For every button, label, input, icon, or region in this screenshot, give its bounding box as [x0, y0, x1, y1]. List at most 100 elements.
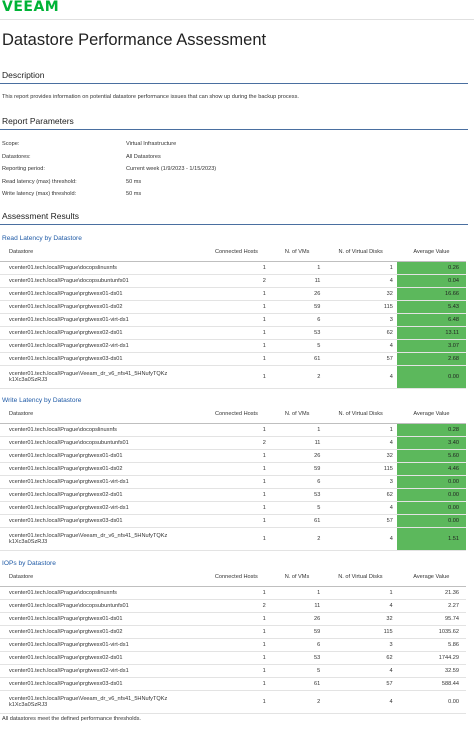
table-header-row: Datastore Connected Hosts N. of VMs N. of V…	[0, 568, 466, 587]
count-cell: 57	[324, 514, 397, 528]
count-cell: 2	[203, 436, 270, 450]
veeam-logo: VEEAM	[2, 0, 60, 15]
count-cell: 3	[324, 313, 397, 327]
datastore-cell: vcenter01.tech.local\Prague\prgtwesx02-d…	[0, 651, 203, 665]
count-cell: 1	[203, 287, 270, 301]
average-value-cell: 21.36	[396, 586, 466, 600]
table-row: vcenter01.tech.local\Prague\prgtwesx01-d…	[0, 287, 466, 301]
count-cell: 1	[202, 625, 270, 639]
average-value-cell: 32.59	[396, 664, 466, 678]
count-cell: 5	[269, 664, 325, 678]
table-row: vcenter01.tech.local\Prague\prgtwesx03-d…	[0, 352, 466, 366]
count-cell: 11	[269, 436, 325, 450]
count-cell: 4	[324, 664, 397, 678]
table-row: vcenter01.tech.local\Prague\prgtwesx02-d…	[0, 488, 466, 502]
count-cell: 115	[324, 462, 397, 476]
datastore-cell: vcenter01.tech.local\Prague\prgtwesx01-d…	[0, 449, 204, 463]
count-cell: 1	[324, 423, 397, 437]
count-cell: 32	[324, 612, 397, 626]
parameter-value: All Datastores	[126, 153, 161, 160]
table-row: vcenter01.tech.local\Prague\docopslinuxn…	[0, 586, 466, 600]
parameters-list: Scope: Virtual Infrastructure Datastores:…	[2, 138, 216, 201]
count-cell: 1	[203, 462, 270, 476]
count-cell: 1	[203, 339, 270, 353]
average-value-cell: 0.00	[396, 690, 466, 714]
table-row: vcenter01.tech.local\Prague\prgtwesx01-v…	[0, 475, 466, 489]
average-value-cell: 16.66	[396, 287, 466, 301]
count-cell: 59	[269, 462, 325, 476]
count-cell: 57	[324, 352, 397, 366]
datastore-cell: vcenter01.tech.local\Prague\docopslinuxn…	[0, 423, 204, 437]
parameter-key: Scope:	[2, 141, 20, 148]
datastore-cell: vcenter01.tech.local\Prague\Veeam_dr_v6_…	[0, 365, 204, 389]
count-cell: 2	[203, 274, 270, 288]
average-value-cell: 4.46	[396, 462, 466, 476]
table-row: vcenter01.tech.local\Prague\docopslinuxn…	[0, 261, 466, 275]
count-cell: 62	[324, 326, 397, 340]
average-value-cell: 3.40	[396, 436, 466, 450]
table-row: vcenter01.tech.local\Prague\prgtwesx01-d…	[0, 300, 466, 314]
count-cell: 6	[269, 475, 325, 489]
average-value-cell: 6.48	[396, 313, 466, 327]
count-cell: 4	[324, 274, 397, 288]
parameter-row: Scope: Virtual Infrastructure	[2, 138, 216, 151]
parameter-value: 50 ms	[126, 191, 142, 198]
datastore-cell: vcenter01.tech.local\Prague\prgtwesx01-d…	[0, 287, 204, 301]
datastore-cell: vcenter01.tech.local\Prague\prgtwesx02-v…	[0, 501, 204, 515]
table-row: vcenter01.tech.local\Prague\prgtwesx02-v…	[0, 664, 466, 678]
count-cell: 2	[202, 599, 270, 613]
count-cell: 2	[269, 527, 325, 551]
datastore-cell: vcenter01.tech.local\Prague\prgtwesx01-d…	[0, 625, 203, 639]
count-cell: 5	[269, 339, 325, 353]
parameters-heading: Report Parameters	[0, 116, 468, 130]
table-row: vcenter01.tech.local\Prague\Veeam_dr_v6_…	[0, 690, 466, 714]
count-cell: 1	[202, 638, 270, 652]
count-cell: 1	[203, 527, 270, 551]
count-cell: 1	[269, 261, 325, 275]
datastore-cell: vcenter01.tech.local\Prague\prgtwesx02-d…	[0, 326, 204, 340]
column-header: N. of Virtual Disks	[324, 405, 397, 424]
average-value-cell: 5.86	[396, 638, 466, 652]
count-cell: 61	[269, 514, 325, 528]
count-cell: 115	[324, 300, 397, 314]
count-cell: 3	[324, 475, 397, 489]
datastore-cell: vcenter01.tech.local\Prague\prgtwesx02-d…	[0, 488, 204, 502]
parameter-row: Reporting period: Current week (1/9/2023 …	[2, 163, 216, 176]
count-cell: 2	[269, 690, 325, 714]
count-cell: 61	[269, 677, 325, 691]
count-cell: 61	[269, 352, 325, 366]
parameter-value: 50 ms	[126, 178, 142, 185]
datastore-cell: vcenter01.tech.local\Prague\prgtwesx01-v…	[0, 638, 203, 652]
parameter-key: Read latency (max) threshold:	[2, 178, 77, 185]
count-cell: 59	[269, 300, 325, 314]
table-row: vcenter01.tech.local\Prague\prgtwesx01-v…	[0, 638, 466, 652]
datastore-cell: vcenter01.tech.local\Prague\prgtwesx03-d…	[0, 677, 203, 691]
write-latency-title: Write Latency by Datastore	[2, 397, 82, 404]
column-header: N. of VMs	[269, 568, 325, 587]
parameter-key: Reporting period:	[2, 166, 45, 173]
count-cell: 32	[324, 449, 397, 463]
table-row: vcenter01.tech.local\Prague\docopslinuxn…	[0, 423, 466, 437]
count-cell: 11	[269, 274, 325, 288]
column-header: Connected Hosts	[203, 405, 270, 424]
count-cell: 53	[269, 488, 325, 502]
datastore-cell: vcenter01.tech.local\Prague\docopslinuxn…	[0, 586, 203, 600]
count-cell: 3	[324, 638, 397, 652]
column-header: Average Value	[396, 405, 466, 424]
table-row: vcenter01.tech.local\Prague\prgtwesx02-d…	[0, 651, 466, 665]
header-divider	[0, 19, 474, 20]
count-cell: 1	[203, 261, 270, 275]
parameter-value: Current week (1/9/2023 - 1/15/2023)	[126, 166, 217, 173]
count-cell: 53	[269, 326, 325, 340]
average-value-cell: 588.44	[396, 677, 466, 691]
column-header: Average Value	[396, 568, 466, 587]
count-cell: 1	[269, 423, 325, 437]
column-header: N. of VMs	[269, 243, 325, 262]
count-cell: 4	[324, 690, 397, 714]
table-row: vcenter01.tech.local\Prague\prgtwesx03-d…	[0, 514, 466, 528]
column-header: N. of VMs	[269, 405, 325, 424]
average-value-cell: 0.26	[396, 261, 466, 275]
count-cell: 1	[203, 365, 270, 389]
datastore-cell: vcenter01.tech.local\Prague\docopsubuntu…	[0, 274, 204, 288]
iops-title: IOPs by Datastore	[2, 560, 56, 567]
